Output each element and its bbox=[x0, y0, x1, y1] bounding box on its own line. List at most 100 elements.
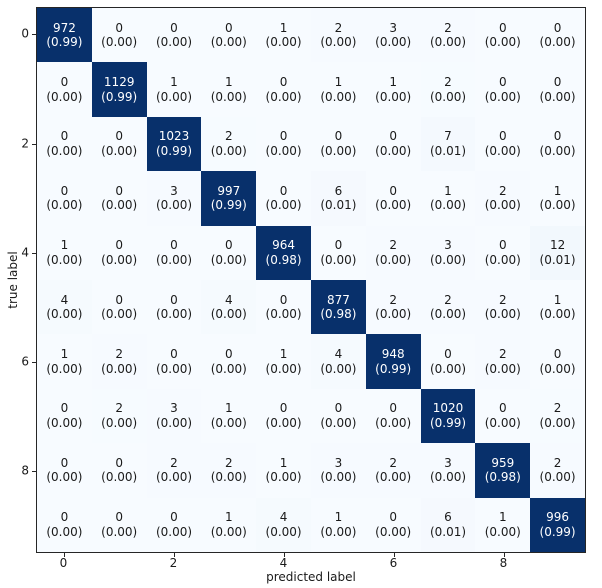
cell-proportion: (0.00) bbox=[375, 143, 412, 158]
cell-proportion: (0.00) bbox=[375, 35, 412, 50]
matrix-cell: 0 (0.00) bbox=[37, 116, 92, 172]
matrix-cell: 1 (0.00) bbox=[37, 225, 92, 280]
cell-proportion: (0.00) bbox=[155, 470, 193, 485]
cell-proportion: (0.00) bbox=[210, 307, 247, 322]
cell-proportion: (0.00) bbox=[320, 35, 357, 50]
matrix-cell: 0 (0.00) bbox=[91, 280, 147, 335]
cell-count: 972 bbox=[52, 20, 76, 35]
cell-proportion: (0.00) bbox=[210, 89, 247, 104]
matrix-cell: 2 (0.00) bbox=[530, 443, 585, 498]
cell-proportion: (0.00) bbox=[375, 470, 412, 485]
matrix-cell: 0 (0.00) bbox=[201, 334, 257, 389]
matrix-cell: 0 (0.00) bbox=[146, 334, 202, 389]
cell-proportion: (0.01) bbox=[429, 524, 467, 539]
cell-count: 0 bbox=[170, 510, 178, 525]
cell-proportion: (0.00) bbox=[101, 35, 138, 50]
cell-proportion: (0.00) bbox=[484, 307, 521, 322]
cell-count: 1 bbox=[279, 20, 288, 35]
matrix-cell: 959 (0.98) bbox=[475, 443, 531, 498]
matrix-cell: 964 (0.98) bbox=[256, 225, 311, 280]
matrix-cell: 0 (0.00) bbox=[37, 62, 92, 117]
matrix-cell: 0 (0.00) bbox=[37, 443, 92, 498]
matrix-cell: 1 (0.00) bbox=[201, 388, 257, 444]
cell-count: 0 bbox=[553, 347, 562, 362]
cell-count: 2 bbox=[498, 347, 507, 362]
cell-proportion: (0.01) bbox=[429, 143, 467, 158]
matrix-cell: 2 (0.00) bbox=[310, 8, 366, 63]
cell-count: 0 bbox=[279, 183, 288, 198]
matrix-cell: 3 (0.00) bbox=[420, 225, 476, 280]
cell-proportion: (0.00) bbox=[265, 307, 302, 322]
cell-count: 7 bbox=[444, 129, 452, 144]
cell-proportion: (0.00) bbox=[484, 143, 521, 158]
matrix-cell: 4 (0.00) bbox=[256, 497, 311, 552]
cell-count: 1 bbox=[224, 510, 233, 525]
cell-count: 2 bbox=[224, 129, 233, 144]
cell-count: 1 bbox=[279, 347, 288, 362]
matrix-cell: 1 (0.00) bbox=[365, 62, 421, 117]
cell-count: 0 bbox=[553, 20, 562, 35]
cell-proportion: (0.00) bbox=[539, 89, 576, 104]
cell-count: 2 bbox=[115, 347, 124, 362]
cell-proportion: (0.99) bbox=[210, 198, 247, 213]
cell-proportion: (0.00) bbox=[429, 361, 467, 376]
matrix-cell: 0 (0.00) bbox=[475, 225, 531, 280]
matrix-cell: 0 (0.00) bbox=[91, 8, 147, 63]
cell-count: 2 bbox=[389, 292, 398, 307]
cell-count: 0 bbox=[60, 75, 69, 90]
cell-proportion: (0.00) bbox=[155, 415, 193, 430]
cell-proportion: (0.00) bbox=[429, 252, 467, 267]
y-tick-mark bbox=[32, 252, 36, 254]
cell-proportion: (0.00) bbox=[46, 470, 83, 485]
cell-count: 2 bbox=[389, 455, 398, 470]
cell-count: 3 bbox=[170, 183, 178, 198]
cell-count: 0 bbox=[498, 129, 507, 144]
cell-proportion: (0.00) bbox=[46, 361, 83, 376]
cell-count: 1 bbox=[224, 75, 233, 90]
cell-proportion: (0.00) bbox=[210, 252, 247, 267]
cell-count: 1129 bbox=[103, 75, 135, 90]
matrix-cell: 0 (0.00) bbox=[365, 116, 421, 172]
cell-count: 0 bbox=[115, 510, 124, 525]
y-tick-label: 8 bbox=[21, 463, 29, 478]
cell-proportion: (0.00) bbox=[539, 143, 576, 158]
cell-count: 959 bbox=[491, 455, 515, 470]
cell-count: 2 bbox=[115, 401, 124, 416]
cell-proportion: (0.00) bbox=[320, 470, 357, 485]
cell-proportion: (0.00) bbox=[375, 524, 412, 539]
matrix-cell: 1 (0.00) bbox=[256, 8, 311, 63]
cell-proportion: (0.98) bbox=[320, 307, 357, 322]
matrix-cell: 1 (0.00) bbox=[475, 497, 531, 552]
x-tick-mark bbox=[173, 553, 175, 557]
matrix-cell: 0 (0.00) bbox=[146, 497, 202, 552]
cell-proportion: (0.00) bbox=[265, 415, 302, 430]
cell-proportion: (0.00) bbox=[155, 361, 193, 376]
matrix-cell: 1 (0.00) bbox=[310, 62, 366, 117]
cell-proportion: (0.00) bbox=[539, 470, 576, 485]
cell-proportion: (0.99) bbox=[375, 361, 412, 376]
matrix-cell: 2 (0.00) bbox=[530, 388, 585, 444]
matrix-cell: 3 (0.00) bbox=[365, 8, 421, 63]
y-tick-mark bbox=[32, 471, 36, 473]
cell-proportion: (0.00) bbox=[320, 89, 357, 104]
cell-count: 2 bbox=[389, 238, 398, 253]
cell-proportion: (0.00) bbox=[429, 470, 467, 485]
cell-count: 0 bbox=[498, 238, 507, 253]
cell-count: 0 bbox=[389, 183, 398, 198]
cell-count: 0 bbox=[60, 401, 69, 416]
cell-proportion: (0.00) bbox=[539, 198, 576, 213]
matrix-cell: 0 (0.00) bbox=[475, 116, 531, 172]
cell-proportion: (0.00) bbox=[265, 198, 302, 213]
x-tick-mark bbox=[503, 553, 505, 557]
cell-proportion: (0.00) bbox=[539, 361, 576, 376]
cell-proportion: (0.99) bbox=[539, 524, 576, 539]
cell-count: 0 bbox=[444, 347, 452, 362]
cell-count: 0 bbox=[334, 129, 343, 144]
cell-count: 1 bbox=[389, 75, 398, 90]
cell-count: 1023 bbox=[158, 129, 190, 144]
matrix-cell: 2 (0.00) bbox=[365, 443, 421, 498]
cell-count: 0 bbox=[553, 129, 562, 144]
cell-proportion: (0.00) bbox=[484, 524, 521, 539]
cell-proportion: (0.00) bbox=[101, 470, 138, 485]
cell-proportion: (0.00) bbox=[429, 307, 467, 322]
